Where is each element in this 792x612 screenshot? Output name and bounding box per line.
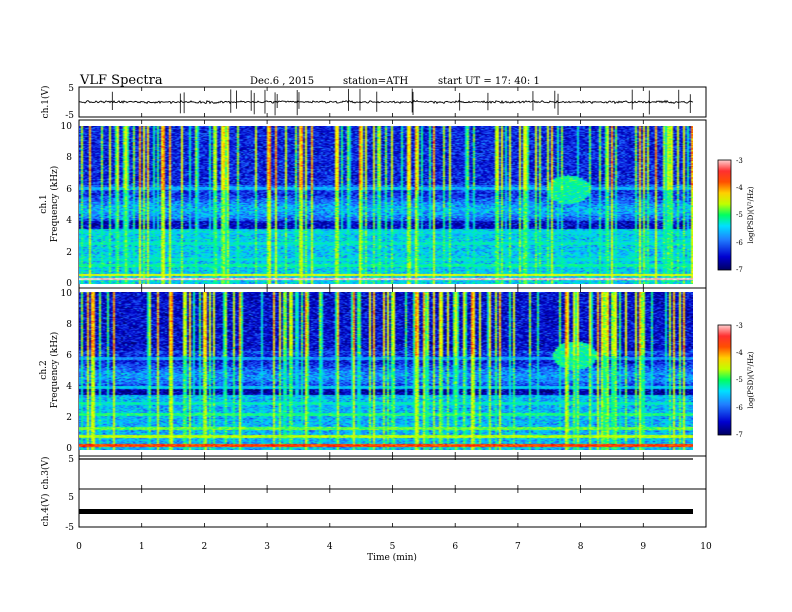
- ch2-cb-tick-m3: -3: [736, 322, 743, 330]
- xtick-label-9: 9: [640, 542, 646, 552]
- ch2-ytick-8: 8: [66, 320, 72, 330]
- ch2-spectrogram-image: [79, 292, 693, 450]
- figure-title: VLF Spectra: [79, 73, 163, 88]
- ch2-cb-tick-m6: -6: [736, 404, 743, 412]
- header-station: station=ATH: [343, 76, 409, 87]
- ch1-spike-group: [111, 88, 691, 116]
- ch2-colorbar-ramp: [717, 324, 732, 436]
- ch3-ytick-top: 5: [68, 455, 74, 465]
- ch2-cb-tick-m5: -5: [736, 376, 743, 384]
- ch3-waveform-panel: 5 ch.3(V): [40, 455, 707, 490]
- ch2-ytick-6: 6: [66, 351, 72, 361]
- ch1-cb-tick-m3: -3: [736, 157, 743, 165]
- ch2-cb-tick-m7: -7: [736, 431, 743, 439]
- xtick-label-7: 7: [515, 542, 521, 552]
- xtick-label-4: 4: [327, 542, 333, 552]
- ch4-waveform-panel: 5 -5 ch.4(V): [40, 488, 707, 533]
- ch1-colorbar: -3 -4 -5 -6 -7 log(PSD)(V²/Hz): [717, 157, 755, 274]
- ch4-waveform-frame: [78, 488, 707, 528]
- ch1-ytick-2: 2: [66, 248, 72, 258]
- ch4-waveform-ylabel: ch.4(V): [40, 494, 51, 527]
- ch2-ytick-2: 2: [66, 413, 72, 423]
- ch2-spectrogram-panel: 10 8 6 4 2 0 ch.2 Frequency (kHz): [39, 287, 707, 457]
- time-axis-ticks: [78, 87, 707, 527]
- ch4-ytick-bottom: -5: [65, 523, 74, 533]
- ch2-colorbar: -3 -4 -5 -6 -7 log(PSD)(V²/Hz): [717, 322, 755, 439]
- ch1-ytick-6: 6: [66, 185, 72, 195]
- ch1-waveform-ylabel: ch.1(V): [40, 86, 51, 119]
- ch2-frequency-label: Frequency (kHz): [49, 332, 60, 409]
- ch2-ytick-10: 10: [61, 289, 73, 299]
- ch3-waveform-ylabel: ch.3(V): [40, 457, 51, 490]
- ch1-spectrogram-panel: 10 8 6 4 2 0 ch.1 Frequency (kHz): [39, 119, 707, 289]
- xtick-label-6: 6: [452, 542, 458, 552]
- ch1-cb-tick-m6: -6: [736, 239, 743, 247]
- ch1-channel-label: ch.1: [39, 194, 49, 213]
- ch1-colorbar-label: log(PSD)(V²/Hz): [747, 186, 755, 243]
- ch1-spectrogram-image: [79, 126, 693, 284]
- time-axis-label: Time (min): [367, 552, 417, 563]
- xtick-label-2: 2: [202, 542, 208, 552]
- ch1-ytick-8: 8: [66, 153, 72, 163]
- xtick-label-8: 8: [578, 542, 584, 552]
- time-axis-labels: 0 1 2 3 4 5 6 7 8 9 10: [76, 542, 712, 552]
- ch1-ytick-0: 0: [66, 279, 72, 289]
- ch4-ytick-top: 5: [68, 493, 74, 503]
- header-start-time: start UT = 17: 40: 1: [438, 76, 540, 87]
- ch1-cb-tick-m7: -7: [736, 266, 743, 274]
- ch1-colorbar-ramp: [717, 159, 732, 271]
- ch2-cb-tick-m4: -4: [736, 349, 743, 357]
- ch1-cb-tick-m4: -4: [736, 184, 743, 192]
- ch1-ytick-4: 4: [66, 216, 72, 226]
- ch2-channel-label: ch.2: [39, 360, 49, 379]
- ch1-frequency-label: Frequency (kHz): [49, 166, 60, 243]
- ch1-ytick-bottom: -5: [65, 111, 74, 121]
- ch2-ytick-0: 0: [66, 444, 72, 454]
- ch1-waveform-panel: 5 -5 ch.1(V): [40, 84, 707, 121]
- header-date: Dec.6 , 2015: [250, 76, 314, 87]
- ch1-cb-tick-m5: -5: [736, 211, 743, 219]
- xtick-label-1: 1: [139, 542, 145, 552]
- xtick-label-5: 5: [390, 542, 396, 552]
- ch4-waveform-trace: [79, 509, 693, 514]
- ch3-waveform-frame: [78, 455, 707, 490]
- xtick-label-10: 10: [700, 542, 712, 552]
- ch1-waveform-trace: [78, 99, 694, 105]
- xtick-label-3: 3: [264, 542, 270, 552]
- xtick-label-0: 0: [76, 542, 82, 552]
- ch1-ytick-top: 5: [68, 84, 74, 94]
- ch2-ytick-4: 4: [66, 382, 72, 392]
- ch1-ytick-10: 10: [61, 122, 73, 132]
- ch2-colorbar-label: log(PSD)(V²/Hz): [747, 351, 755, 408]
